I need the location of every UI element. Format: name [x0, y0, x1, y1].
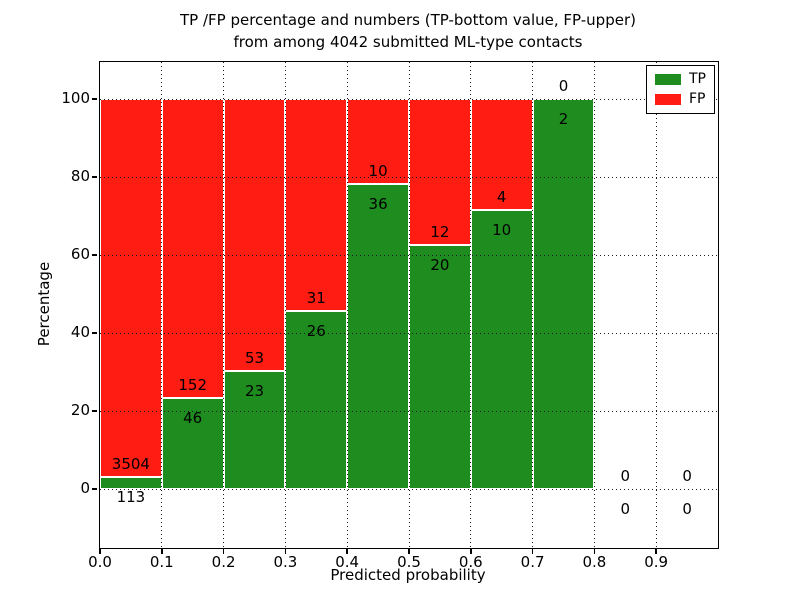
y-tick-label: 100 [61, 89, 90, 107]
bar-tp-0.1 [161, 398, 224, 489]
label-tp-count: 2 [558, 110, 569, 128]
label-fp-count: 0 [558, 77, 569, 95]
gridline-x-0.5 [408, 62, 410, 548]
label-tp-count: 0 [682, 500, 692, 518]
gridline-x-0.9 [655, 62, 657, 548]
gridline-x-0.6 [470, 62, 472, 548]
x-tick-mark [655, 549, 657, 554]
label-tp-count: 10 [492, 221, 512, 240]
gridline-x-0.2 [223, 62, 225, 548]
y-tick-label: 0 [80, 479, 90, 497]
x-tick-mark [99, 549, 101, 554]
legend-row-fp: FP [655, 92, 706, 107]
legend-label-tp: TP [689, 71, 706, 87]
label-tp-count: 46 [183, 409, 203, 428]
x-tick-mark [531, 549, 534, 554]
y-tick-mark [92, 176, 97, 178]
y-tick-mark [92, 332, 97, 334]
y-tick-mark [92, 410, 97, 412]
x-tick-mark [222, 549, 225, 554]
label-tp-count: 113 [116, 487, 146, 506]
label-fp-count: 4 [496, 188, 507, 207]
bar-tp-0.3 [285, 311, 348, 489]
y-tick-mark [92, 488, 97, 490]
x-axis-label: Predicted probability [330, 566, 486, 584]
x-tick-mark [408, 549, 410, 554]
bar-tp-0.2 [223, 370, 286, 489]
plot-area: 3504 113 152 46 53 23 31 26 10 36 12 20 4 10 0 2 0 0 0 0 0.0… [61, 61, 719, 571]
label-fp-count: 152 [178, 376, 207, 395]
legend-label-fp: FP [689, 91, 706, 107]
x-tick-label: 0.9 [644, 553, 669, 571]
label-fp-count: 0 [682, 467, 692, 485]
chart-title-line2: from among 4042 submitted ML-type contac… [233, 33, 583, 51]
x-tick-label: 0.7 [520, 553, 545, 571]
y-tick-mark [92, 98, 97, 100]
legend-swatch-fp [655, 94, 681, 105]
gridline-x-0.4 [346, 62, 348, 548]
y-tick-label: 40 [70, 323, 90, 341]
x-tick-mark [161, 549, 163, 554]
y-tick-mark [92, 254, 97, 256]
bar-tp-0.6 [470, 210, 533, 489]
x-tick-mark [470, 549, 472, 554]
x-tick-mark [284, 549, 287, 554]
x-tick-label: 0.3 [273, 553, 298, 571]
x-tick-label: 0.2 [211, 553, 236, 571]
x-tick-label: 0.8 [582, 553, 607, 571]
gridline-x-0.7 [532, 62, 534, 548]
x-tick-mark [346, 549, 348, 554]
x-tick-label: 0.4 [335, 553, 360, 571]
legend-box: TP FP [646, 65, 715, 114]
x-tick-label: 0.5 [397, 553, 421, 571]
label-fp-count: 31 [306, 289, 326, 308]
label-fp-count: 53 [244, 348, 265, 367]
y-tick-label: 20 [70, 401, 90, 419]
label-tp-count: 0 [620, 500, 631, 518]
x-tick-label: 0.6 [458, 553, 483, 571]
gridline-x-0.8 [593, 62, 595, 548]
label-tp-count: 36 [368, 194, 388, 213]
label-tp-count: 20 [430, 256, 450, 275]
label-tp-count: 26 [306, 322, 326, 341]
label-fp-count: 12 [430, 223, 450, 242]
legend-swatch-tp [655, 74, 681, 85]
gridline-x-0.1 [161, 62, 163, 548]
x-tick-mark [593, 549, 596, 554]
bar-tp-0.5 [409, 245, 471, 489]
bar-tp-0.4 [347, 183, 409, 489]
label-tp-count: 23 [244, 381, 265, 400]
label-fp-count: 0 [620, 467, 631, 485]
y-tick-label: 60 [70, 245, 90, 263]
gridline-x-0.3 [284, 62, 286, 548]
bar-fp-0.2 [223, 99, 286, 371]
label-fp-count: 3504 [111, 454, 150, 473]
bar-fp-0 [100, 99, 162, 477]
bar-fp-0.3 [285, 99, 348, 312]
label-fp-count: 10 [368, 161, 388, 180]
x-tick-label: 0.0 [88, 553, 112, 571]
bar-tp-0.7 [532, 99, 595, 489]
y-tick-label: 80 [70, 167, 90, 185]
x-tick-label: 0.1 [149, 553, 174, 571]
legend-row-tp: TP [655, 72, 706, 87]
chart-title: TP /FP percentage and numbers (TP-bottom… [99, 9, 717, 53]
chart-title-line1: TP /FP percentage and numbers (TP-bottom… [180, 11, 636, 29]
bar-fp-0.1 [161, 99, 224, 399]
